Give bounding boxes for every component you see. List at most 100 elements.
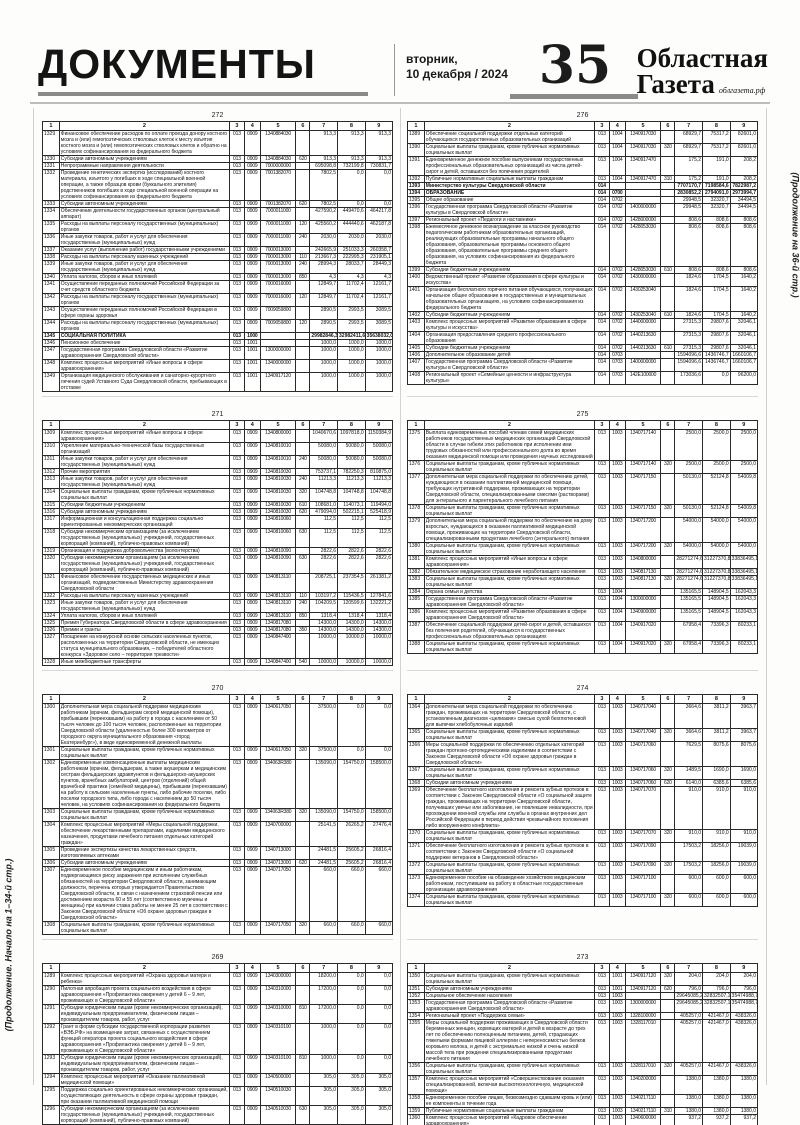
table-cell: Проведение экспертизы качества лекарстве… (58, 846, 230, 860)
table-cell: 1003 (608, 555, 626, 569)
table-cell: 1356 (407, 1062, 425, 1076)
table-cell: 620 (660, 779, 676, 787)
table-cell: 1660106,7 (729, 358, 759, 372)
table-cell: 1428053030 (624, 223, 662, 267)
budget-table: 1 2 3 4 5 6 7 8 9 1389 Обеспечение социальной подд… (407, 121, 759, 385)
table-cell: 1313 (42, 475, 60, 489)
column-header: 8 (702, 420, 731, 430)
table-cell: 1377 (407, 473, 425, 505)
table-cell: 0909 (243, 220, 261, 234)
table-cell: Организация и поддержка добровольчества … (58, 547, 230, 555)
table-row: 1331 Непрограммные направления деятельнос… (42, 162, 394, 170)
budget-table: 1 2 3 4 5 6 7 8 9 1375 Выплата единовременных посо… (407, 420, 759, 654)
table-cell: 1390 (407, 143, 425, 157)
table-cell: 54000,0 (674, 517, 704, 543)
table-cell: 320 (660, 861, 676, 875)
table-cell: 405257,0 (674, 1019, 704, 1063)
column-header: 1 (42, 694, 60, 704)
table-cell: 54009,8 (729, 504, 759, 518)
table-cell: 1290 (42, 985, 60, 1005)
table-cell: 1380,0 (729, 1107, 759, 1115)
table-cell: 014 (593, 311, 610, 319)
table-row: 1397 Региональный проект «Педагоги и наст… (407, 216, 759, 224)
table-cell: 1428053030 (624, 266, 662, 274)
continuation-note-right: (Продолжение на 36-й стр.) (790, 172, 800, 298)
table-cell: 013 (228, 1073, 245, 1087)
table-cell: Меры социальной поддержки по обеспечению… (423, 741, 595, 767)
column-header: 4 (608, 963, 626, 973)
table-cell: Субсидии юридическим лицам (кроме некомм… (58, 1054, 230, 1074)
table-cell: 013 (228, 972, 245, 986)
table-cell: 013 (593, 1094, 610, 1108)
table-cell: 6385,6 (702, 779, 731, 787)
table-cell: 0,0 (337, 200, 366, 208)
table-cell: 1300 (42, 703, 60, 747)
table-cell: 1315 (42, 501, 60, 509)
table-cell (295, 972, 311, 986)
table-cell: 108681,0 (309, 501, 339, 509)
table-cell: 425560,2 (309, 220, 339, 234)
table-cell: 17503,2 (674, 861, 704, 875)
column-header: 4 (608, 420, 626, 430)
table-cell: 240 (295, 233, 311, 247)
table-cell (295, 332, 311, 340)
table-cell: 50080,0 (337, 455, 366, 469)
table-cell: Расходы на выплаты персоналу казенных уч… (58, 592, 230, 600)
table-cell: 695098,8 (309, 162, 339, 170)
table-cell: 50130,0 (674, 473, 704, 505)
table-cell: 1340917030 (624, 143, 662, 157)
budget-table: 1 2 3 4 5 6 7 8 9 1364 Дополнительная мера социаль… (407, 694, 759, 907)
table-cell: 2993,5 (337, 319, 366, 333)
table-cell: 158500,0 (364, 808, 394, 822)
table-cell: 0,0 (337, 1023, 366, 1055)
table-cell: 1322 (42, 592, 60, 600)
table-cell: 1340717200 (624, 517, 662, 543)
table-cell (660, 189, 676, 197)
table-cell: 013 (228, 1054, 245, 1074)
table-cell: 610 (295, 501, 311, 509)
table-cell: 1370 (407, 829, 425, 843)
table-row: 1393 Министерство культуры Свердловской о… (407, 182, 759, 190)
table-cell: Региональный проект «Семейные ценности и… (423, 371, 595, 385)
table-cell: 1394 (407, 189, 425, 197)
column-header: 2 (58, 420, 230, 430)
table-row: 1407 Государственная программа Свердловск… (407, 358, 759, 372)
table-cell: 96200,0 (729, 371, 759, 385)
table-cell: Иные закупки товаров, работ и услуг для … (58, 599, 230, 613)
table-cell: 7802,5 (309, 200, 339, 208)
table-cell: Укрепление материально-технической базы … (58, 442, 230, 456)
table-cell: Социальные выплаты гражданам, кроме публ… (423, 1062, 595, 1076)
page-header: ДОКУМЕНТЫ вторник, 10 декабря / 2024 35 … (0, 0, 800, 100)
table-cell: Комплекс процессных мероприятий «Оказани… (58, 1073, 230, 1087)
table-cell: 0909 (243, 429, 261, 443)
table-cell: 10000,0 (337, 633, 366, 659)
table-cell: 1328117010 (624, 1062, 662, 1076)
table-cell: 1340900000 (624, 608, 662, 622)
table-cell: 0702 (608, 344, 626, 352)
column-header: 6 (660, 121, 676, 131)
column-header: 2 (423, 420, 595, 430)
table-cell (660, 223, 676, 267)
table-cell: 10000,0 (337, 658, 366, 666)
table-cell: 14300,0 (364, 626, 394, 634)
table-row: 1330 Субсидии автономным учреждениям 013 09… (42, 155, 394, 163)
table-cell: 11702,4 (337, 280, 366, 294)
table-cell: 0909 (243, 162, 261, 170)
table-cell: 112,5 (337, 528, 366, 548)
table-cell: 28033,7 (337, 260, 366, 274)
table-cell: 1321 (42, 573, 60, 593)
table-cell: 0909 (243, 972, 261, 986)
table-cell: 0909 (243, 547, 261, 555)
table-cell (295, 633, 311, 659)
table-cell (295, 1023, 311, 1055)
table-cell: 1396 (407, 203, 425, 217)
table-cell: 7000016000 (259, 293, 297, 307)
table-cell: 305,0 (364, 1073, 394, 1087)
table-cell: 1331 (42, 162, 60, 170)
table-cell: 013 (593, 779, 610, 787)
table-cell: 10000,0 (364, 658, 394, 666)
table-cell: 1314 (42, 488, 60, 502)
table-row: 1399 Субсидии бюджетным учреждениям 014 070… (407, 266, 759, 274)
